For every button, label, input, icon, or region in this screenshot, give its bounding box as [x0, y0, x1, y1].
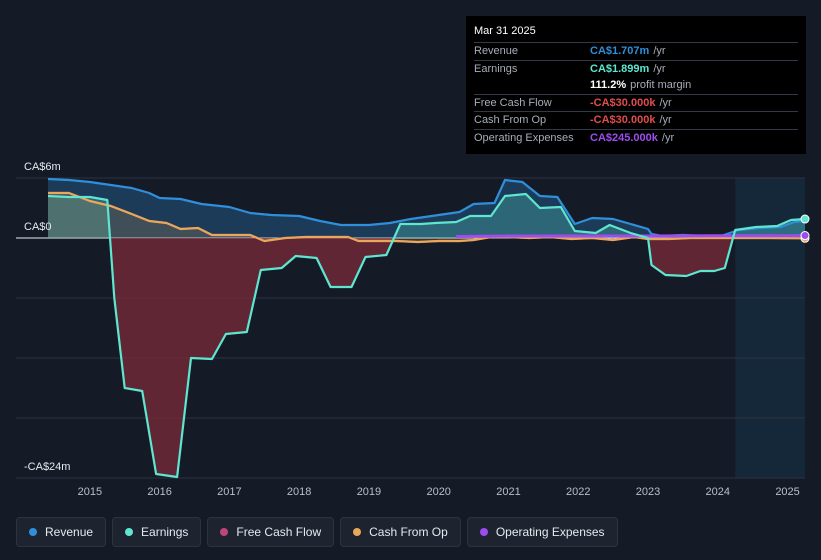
- end-marker-earnings: [800, 214, 810, 224]
- legend-label: Operating Expenses: [495, 525, 605, 539]
- legend-label: Earnings: [141, 525, 189, 539]
- x-tick-label: 2016: [147, 486, 171, 498]
- x-tick-label: 2017: [217, 486, 241, 498]
- legend-item-cash-from-op[interactable]: Cash From Op: [340, 517, 461, 547]
- tooltip-row-label: Cash From Op: [474, 114, 547, 127]
- tooltip-row: Free Cash Flow -CA$30.000k/yr: [474, 93, 798, 112]
- y-tick-label: CA$6m: [24, 161, 61, 173]
- data-tooltip: Mar 31 2025 Revenue CA$1.707m/yr Earnings C…: [466, 16, 806, 154]
- tooltip-row-value: CA$1.707m: [590, 45, 650, 58]
- cashflow-area: [48, 193, 805, 242]
- tooltip-row-value: -CA$30.000k: [590, 96, 656, 109]
- tooltip-row: 111.2% profit margin: [474, 77, 798, 94]
- y-tick-label: -CA$24m: [24, 461, 70, 473]
- chart-canvas: CA$6m CA$0 -CA$24m 2015 2016 2017 2018 2019 202…: [16, 161, 810, 498]
- series-end-markers: [800, 214, 810, 243]
- tooltip-row: Earnings CA$1.899m/yr: [474, 59, 798, 78]
- legend-dot-icon: [29, 528, 37, 536]
- series-line-cash-from-op: [48, 191, 806, 244]
- end-marker-operating-expenses: [800, 231, 810, 241]
- legend-item-free-cash-flow[interactable]: Free Cash Flow: [207, 517, 335, 547]
- earnings-area-negative: [48, 238, 805, 477]
- legend-dot-icon: [353, 528, 362, 536]
- series-areas: [48, 179, 805, 477]
- tooltip-row-label: Revenue: [474, 45, 519, 58]
- tooltip-row-label: Earnings: [474, 62, 518, 75]
- x-tick-label: 2023: [636, 486, 660, 498]
- y-tick-label: CA$0: [24, 221, 52, 233]
- legend-dot-icon: [125, 528, 134, 536]
- tooltip-row-unit: /yr: [653, 62, 666, 75]
- legend-label: Revenue: [45, 525, 94, 539]
- tooltip-row: Cash From Op -CA$30.000k/yr: [474, 111, 798, 129]
- tooltip-row-label: Operating Expenses: [474, 131, 574, 144]
- x-tick-label: 2018: [287, 486, 311, 498]
- x-tick-label: 2021: [496, 486, 520, 498]
- tooltip-row-label: Free Cash Flow: [474, 96, 552, 109]
- legend-label: Cash From Op: [369, 525, 448, 539]
- x-tick-label: 2020: [426, 486, 450, 498]
- tooltip-row-unit: /yr: [661, 131, 675, 144]
- chart-legend: Revenue Earnings Free Cash Flow Cash From O…: [16, 517, 618, 549]
- tooltip-row: Revenue CA$1.707m/yr: [474, 42, 798, 60]
- legend-item-revenue[interactable]: Revenue: [16, 517, 107, 547]
- x-tick-label: 2015: [78, 486, 102, 498]
- tooltip-row-value: CA$1.899m: [590, 62, 650, 75]
- x-tick-label: 2025: [775, 486, 799, 498]
- x-tick-label: 2019: [357, 486, 381, 498]
- legend-item-operating-expenses[interactable]: Operating Expenses: [466, 517, 618, 547]
- tooltip-row-value: -CA$30.000k: [590, 114, 656, 127]
- legend-label: Free Cash Flow: [236, 525, 322, 539]
- x-tick-label: 2022: [566, 486, 590, 498]
- revenue-area: [48, 179, 805, 238]
- x-tick-label: 2024: [706, 486, 730, 498]
- tooltip-date: Mar 31 2025: [474, 25, 536, 37]
- tooltip-row-unit: /yr: [659, 96, 672, 109]
- tooltip-rows: Revenue CA$1.707m/yr Earnings CA$1.899m/yr 1…: [474, 42, 798, 146]
- tooltip-row-unit: /yr: [653, 45, 666, 58]
- series-lines: [47, 177, 806, 479]
- tooltip-row-value: 111.2%: [590, 79, 627, 92]
- tooltip-row-value: CA$245.000k: [590, 131, 658, 144]
- series-line-operating-expenses: [456, 234, 806, 238]
- tooltip-row-unit: profit margin: [630, 79, 692, 92]
- legend-dot-icon: [479, 528, 488, 536]
- legend-dot-icon: [220, 528, 229, 536]
- earnings-area-positive: [48, 194, 805, 238]
- legend-item-earnings[interactable]: Earnings: [112, 517, 202, 547]
- tooltip-row-unit: /yr: [659, 114, 672, 127]
- x-axis-labels: 2015 2016 2017 2018 2019 2020 2021 2022 2023 2024…: [78, 486, 800, 498]
- series-line-earnings: [47, 192, 806, 479]
- tooltip-row: Operating Expenses CA$245.000k/yr: [474, 128, 798, 147]
- y-axis-labels: CA$6m CA$0 -CA$24m: [24, 161, 70, 473]
